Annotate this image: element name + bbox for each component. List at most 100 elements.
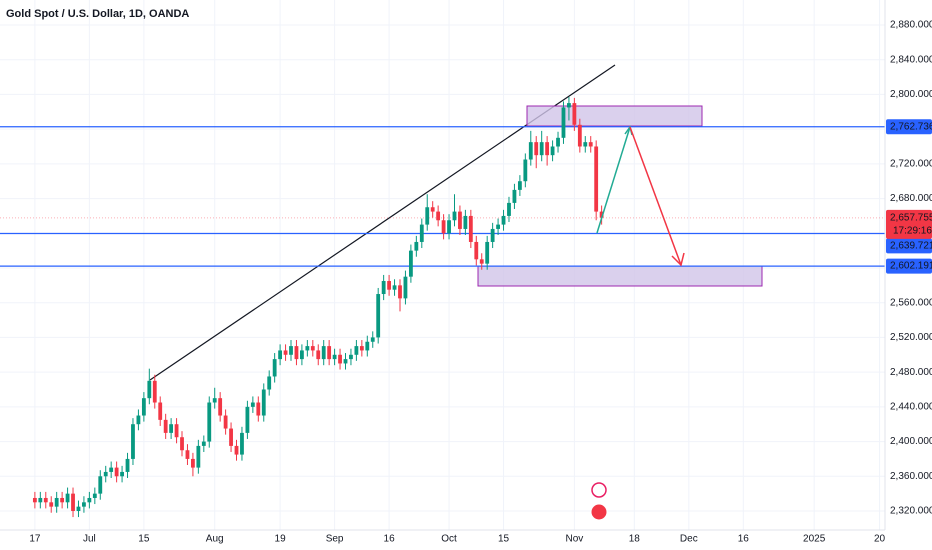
levels	[0, 126, 885, 267]
candle-body	[398, 285, 402, 299]
candle-body	[267, 376, 272, 390]
y-tick-label: 2,560.000	[890, 297, 932, 308]
candle-body	[256, 402, 261, 416]
candle-body	[152, 380, 157, 403]
level-label: 2,762.736	[890, 121, 932, 132]
countdown-label: 17:29:16	[893, 226, 932, 237]
x-tick-label: 19	[275, 534, 287, 545]
candle-body	[359, 346, 364, 351]
candle-body	[305, 346, 310, 351]
candle-body	[458, 211, 462, 229]
level-label: 2,602.191	[890, 261, 932, 272]
x-tick-label: 20	[874, 534, 886, 545]
candle-body	[234, 445, 239, 455]
candle-body	[447, 220, 451, 234]
x-tick-label: 15	[498, 534, 510, 545]
candle-body	[289, 346, 293, 355]
candle-body	[141, 398, 146, 416]
candle-body	[316, 350, 321, 360]
candle-body	[474, 241, 479, 260]
x-tick-label: Oct	[441, 534, 457, 545]
candle-body	[414, 241, 419, 251]
chart-title: Gold Spot / U.S. Dollar, 1D, OANDA	[6, 8, 189, 20]
candle-body	[120, 471, 124, 477]
candle-body	[528, 142, 533, 160]
candle-body	[185, 450, 190, 459]
candle-body	[550, 146, 555, 156]
candle-body	[534, 142, 539, 156]
candle-body	[479, 259, 484, 264]
candle-body	[501, 215, 506, 225]
candle-body	[76, 506, 81, 511]
x-tick-label: 17	[29, 534, 41, 545]
candle-body	[376, 294, 381, 338]
candle-body	[556, 137, 560, 147]
candle-body	[92, 493, 97, 498]
candle-body	[43, 497, 48, 503]
candle-body	[490, 228, 495, 242]
candle-body	[403, 276, 408, 299]
candle-body	[201, 441, 206, 446]
candle-body	[212, 398, 217, 403]
candle-body	[387, 281, 392, 290]
y-tick-label: 2,680.000	[890, 193, 932, 204]
candle-body	[250, 402, 255, 407]
y-tick-label: 2,400.000	[890, 436, 932, 447]
current-price-bg	[886, 209, 932, 239]
y-tick-label: 2,320.000	[890, 506, 932, 517]
support-zone	[477, 265, 763, 287]
candle-body	[392, 285, 397, 290]
projection-down	[629, 126, 682, 266]
x-tick-label: Aug	[206, 534, 224, 545]
candle-body	[430, 207, 435, 212]
candle-body	[365, 341, 370, 351]
level-label-bg	[886, 258, 932, 274]
candle-body	[594, 146, 599, 212]
candle-body	[599, 211, 604, 218]
event-icon[interactable]	[590, 503, 608, 521]
candle-body	[163, 419, 168, 433]
price-axis	[885, 0, 932, 550]
candle-body	[49, 502, 54, 507]
axes: 2,320.000 2,360.000 2,400.000 2,440.000 2,48…	[29, 20, 932, 545]
candles	[32, 97, 604, 518]
candle-body	[191, 458, 195, 468]
candle-body	[71, 493, 75, 511]
event-icon[interactable]	[591, 482, 607, 498]
candle-body	[60, 497, 65, 503]
resistance-zone	[526, 105, 703, 127]
candle-body	[109, 467, 114, 472]
candle-body	[567, 103, 571, 108]
candle-body	[103, 471, 108, 477]
candle-body	[180, 437, 184, 451]
y-tick-label: 2,720.000	[890, 158, 932, 169]
y-tick-label: 2,840.000	[890, 54, 932, 65]
candle-body	[261, 389, 266, 416]
y-tick-label: 2,440.000	[890, 401, 932, 412]
candle-body	[272, 359, 277, 377]
candle-body	[507, 202, 511, 216]
x-tick-label: 16	[384, 534, 396, 545]
candle-body	[545, 142, 550, 156]
candle-body	[425, 207, 430, 225]
x-tick-label: Nov	[565, 534, 583, 545]
candle-body	[82, 502, 86, 507]
candle-body	[408, 250, 413, 277]
candle-body	[240, 432, 244, 455]
candle-body	[54, 497, 59, 507]
x-tick-label: 15	[138, 534, 150, 545]
candle-body	[577, 124, 582, 147]
candle-body	[169, 424, 174, 433]
candle-body	[196, 445, 201, 468]
candle-body	[441, 220, 446, 234]
candle-body	[294, 346, 299, 360]
candle-body	[512, 189, 517, 203]
candle-body	[436, 211, 441, 221]
candle-body	[354, 346, 359, 355]
level-label: 2,639.721	[890, 241, 932, 252]
candle-body	[370, 337, 375, 342]
y-tick-label: 2,360.000	[890, 471, 932, 482]
candle-body	[343, 359, 348, 364]
candle-body	[496, 224, 500, 229]
